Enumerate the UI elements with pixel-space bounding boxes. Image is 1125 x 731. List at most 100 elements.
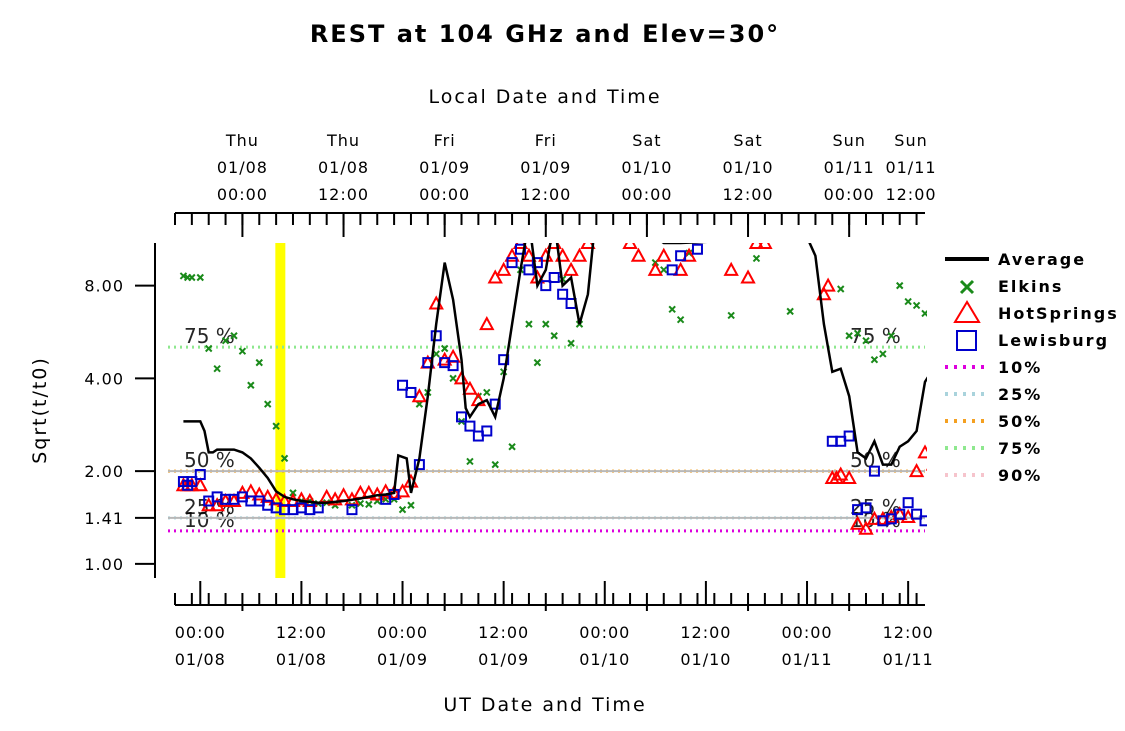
top-tick-day: Thu (326, 131, 360, 150)
top-tick-date: 01/08 (318, 158, 369, 177)
lewisburg-point (523, 264, 535, 276)
lewisburg-point (506, 257, 518, 269)
elkins-point (887, 332, 895, 340)
elkins-point (407, 501, 415, 509)
legend-item-average: Average (945, 250, 1086, 269)
lewisburg-point (456, 411, 468, 423)
elkins-point (533, 358, 542, 367)
hotsprings-point (917, 444, 927, 459)
lewisburg-point (548, 272, 560, 284)
hotsprings-point (487, 269, 503, 284)
top-tick-time: 12:00 (318, 185, 369, 204)
lewisburg-point (691, 243, 703, 255)
hotsprings-point (828, 469, 845, 485)
top-tick-time: 12:00 (520, 185, 571, 204)
lewisburg-point (447, 360, 459, 372)
legend-square-swatch (956, 330, 977, 351)
lewisburg-point (868, 465, 880, 477)
lewisburg-point (860, 502, 872, 514)
lewisburg-point (531, 257, 543, 269)
lewisburg-point (489, 398, 501, 410)
elkins-point (542, 320, 550, 328)
hotsprings-point (757, 243, 773, 249)
hotsprings-point (936, 502, 948, 513)
elkins-point (676, 316, 685, 324)
lewisburg-point (894, 508, 906, 520)
hotsprings-point (925, 468, 927, 471)
lewisburg-point (675, 250, 687, 262)
legend-label: 50% (998, 412, 1042, 431)
elkins-point (727, 311, 735, 320)
elkins-point (440, 344, 449, 353)
average-line (183, 243, 927, 504)
legend-label: HotSprings (998, 304, 1119, 323)
legend-item-25-pct: 25% (945, 385, 1040, 404)
hotsprings-point (580, 243, 596, 249)
hotsprings-point (462, 380, 478, 395)
highlight-bar (275, 243, 286, 578)
elkins-point (786, 307, 794, 316)
y-tick-label: 1.41 (84, 509, 124, 528)
plot-area: 10 % 10 %25 % 25 %50 % 50 %75 % 75 % (168, 243, 963, 578)
legend-triangle-swatch (953, 300, 981, 323)
elkins-point (466, 457, 474, 466)
top-axis-title: Local Date and Time (428, 86, 661, 108)
elkins-point (188, 273, 196, 282)
bottom-tick-time: 12:00 (883, 623, 934, 642)
elkins-point (752, 254, 761, 263)
legend-item-90-pct: 90% (945, 466, 1040, 485)
top-tick-date: 01/10 (722, 158, 773, 177)
elkins-point (921, 309, 927, 318)
hotsprings-point (251, 486, 267, 501)
lewisburg-point (481, 425, 493, 437)
percentile-label-left: 10 % (184, 508, 235, 532)
legend-item-elkins: Elkins (959, 277, 1061, 296)
y-tick-label: 2.00 (84, 462, 124, 481)
legend-label: Average (998, 250, 1086, 269)
hotsprings-point (571, 247, 588, 262)
bottom-tick-time: 00:00 (175, 623, 226, 642)
elkins-point (449, 374, 457, 383)
bottom-tick-date: 01/10 (680, 650, 731, 669)
elkins-point (196, 273, 204, 282)
top-tick-day: Fri (434, 131, 456, 150)
lewisburg-point (666, 264, 678, 276)
top-tick-time: 12:00 (722, 185, 773, 204)
bottom-tick-date: 01/09 (377, 650, 428, 669)
hotsprings-point (563, 261, 579, 276)
lewisburg-point (397, 379, 409, 391)
hotsprings-point (820, 277, 836, 292)
hotsprings-point (656, 247, 672, 262)
hotsprings-point (944, 452, 956, 463)
elkins-point (837, 285, 845, 293)
legend-label: 10% (998, 358, 1042, 377)
axes: 1.00 1.41 2.00 4.00 8.00 00:00 01/08 12:00 01/08… (84, 131, 935, 669)
elkins-point (525, 320, 533, 328)
bottom-tick-date: 01/10 (579, 650, 630, 669)
y-tick-label: 4.00 (84, 369, 124, 388)
bottom-tick-date: 01/08 (276, 650, 327, 669)
top-tick-date: 01/10 (621, 158, 672, 177)
elkins-point (263, 400, 272, 408)
elkins-point (255, 358, 263, 367)
lewisburg-point (498, 354, 510, 366)
lewisburg-point (346, 504, 358, 516)
hotsprings-point (453, 370, 470, 385)
lewisburg-point (843, 430, 855, 442)
lewisburg-point (954, 371, 963, 380)
bottom-tick-time: 12:00 (478, 623, 529, 642)
lewisburg-point (464, 420, 476, 432)
top-tick-day: Fri (535, 131, 557, 150)
hotsprings-point (512, 243, 529, 249)
chart-title: REST at 104 GHz and Elev=30° (310, 20, 780, 48)
elkins-point (862, 337, 870, 345)
hotsprings-point (647, 261, 664, 276)
hotsprings-point (748, 243, 765, 249)
hotsprings-point (495, 261, 512, 276)
top-tick-time: 00:00 (419, 185, 470, 204)
hotsprings-point (833, 466, 849, 481)
bottom-tick-date: 01/11 (781, 650, 832, 669)
legend-label: Lewisburg (998, 331, 1109, 350)
elkins-point (221, 337, 230, 345)
elkins-point (213, 364, 221, 373)
